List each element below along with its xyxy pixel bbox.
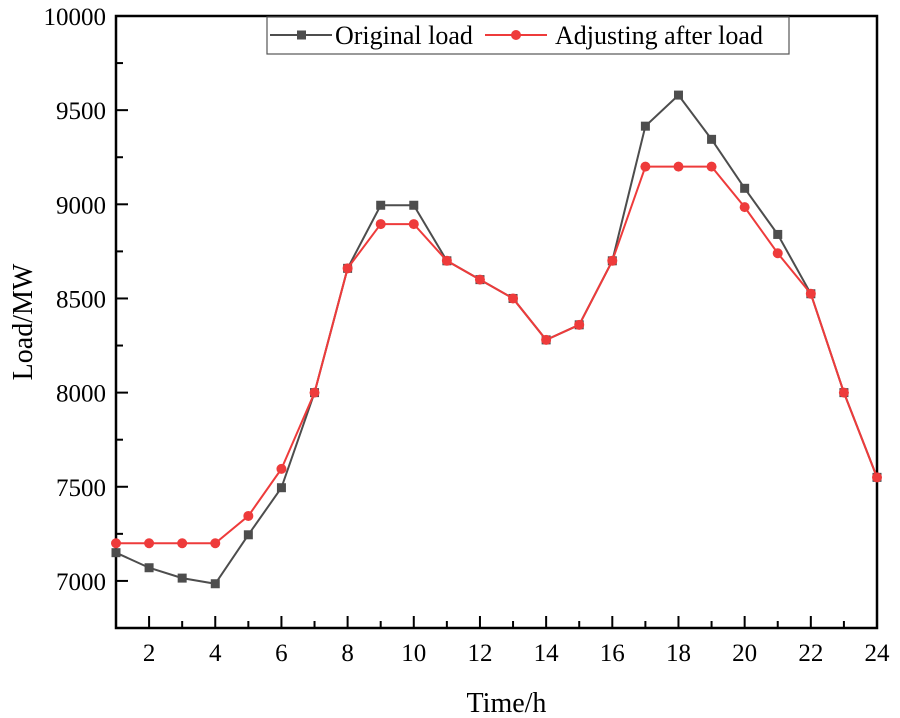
y-tick-label: 7500 (56, 475, 106, 502)
data-point-original (773, 229, 783, 239)
data-point-adjusted (673, 161, 684, 172)
series-line-1 (116, 165, 878, 545)
data-point-original (740, 183, 750, 193)
x-tick-label: 2 (143, 640, 156, 667)
data-point-adjusted (772, 248, 783, 259)
x-tick-label: 12 (467, 640, 492, 667)
data-point-adjusted (441, 255, 452, 266)
data-point-adjusted (276, 463, 287, 474)
data-point-original (409, 200, 419, 210)
data-point-adjusted (541, 334, 552, 345)
data-point-original (640, 121, 650, 131)
data-point-adjusted (739, 202, 750, 213)
x-tick-label: 6 (275, 640, 288, 667)
data-point-adjusted (408, 219, 419, 230)
data-point-adjusted (640, 161, 651, 172)
data-point-adjusted (607, 255, 618, 266)
x-tick-label: 8 (341, 640, 354, 667)
data-point-adjusted (177, 538, 188, 549)
legend-marker (297, 30, 306, 40)
data-point-original (707, 134, 717, 144)
data-point-adjusted (375, 219, 386, 230)
x-tick-label: 16 (600, 640, 625, 667)
x-tick-label: 14 (534, 640, 560, 667)
data-point-adjusted (838, 387, 849, 398)
data-point-original (673, 90, 683, 100)
data-point-adjusted (872, 472, 882, 483)
data-point-adjusted (111, 538, 121, 549)
data-point-adjusted (210, 538, 221, 549)
data-point-original (243, 530, 253, 540)
legend-label: Adjusting after load (555, 21, 763, 50)
y-tick-label: 8000 (56, 381, 106, 408)
data-point-adjusted (144, 538, 155, 549)
data-point-adjusted (574, 319, 585, 330)
y-axis-title: Load/MW (8, 263, 39, 380)
data-point-original (177, 573, 187, 583)
plot-frame (114, 14, 879, 630)
data-point-original (210, 579, 220, 589)
y-tick-label: 10000 (44, 4, 107, 31)
data-point-adjusted (309, 387, 320, 398)
data-point-adjusted (805, 288, 816, 299)
y-tick-label: 8500 (56, 286, 106, 313)
x-tick-label: 22 (798, 640, 823, 667)
y-tick-label: 9500 (56, 98, 106, 125)
data-point-original (276, 483, 286, 493)
x-axis-title: Time/h (467, 688, 547, 718)
y-tick-label: 7000 (56, 569, 106, 596)
data-point-adjusted (474, 274, 485, 285)
data-point-original (111, 548, 121, 558)
x-tick-label: 18 (666, 640, 691, 667)
data-point-adjusted (508, 293, 519, 304)
x-tick-label: 10 (401, 640, 426, 667)
x-tick-label: 4 (209, 640, 222, 667)
data-point-adjusted (706, 161, 717, 172)
x-tick-label: 20 (732, 640, 757, 667)
data-point-original (376, 200, 386, 210)
data-point-adjusted (342, 263, 353, 274)
legend-marker (511, 30, 521, 40)
legend-label: Original load (335, 21, 473, 50)
data-point-adjusted (243, 510, 254, 521)
y-tick-label: 9000 (56, 192, 106, 219)
data-point-original (144, 563, 154, 573)
series-line-0 (115, 93, 878, 585)
x-tick-label: 24 (865, 640, 891, 667)
